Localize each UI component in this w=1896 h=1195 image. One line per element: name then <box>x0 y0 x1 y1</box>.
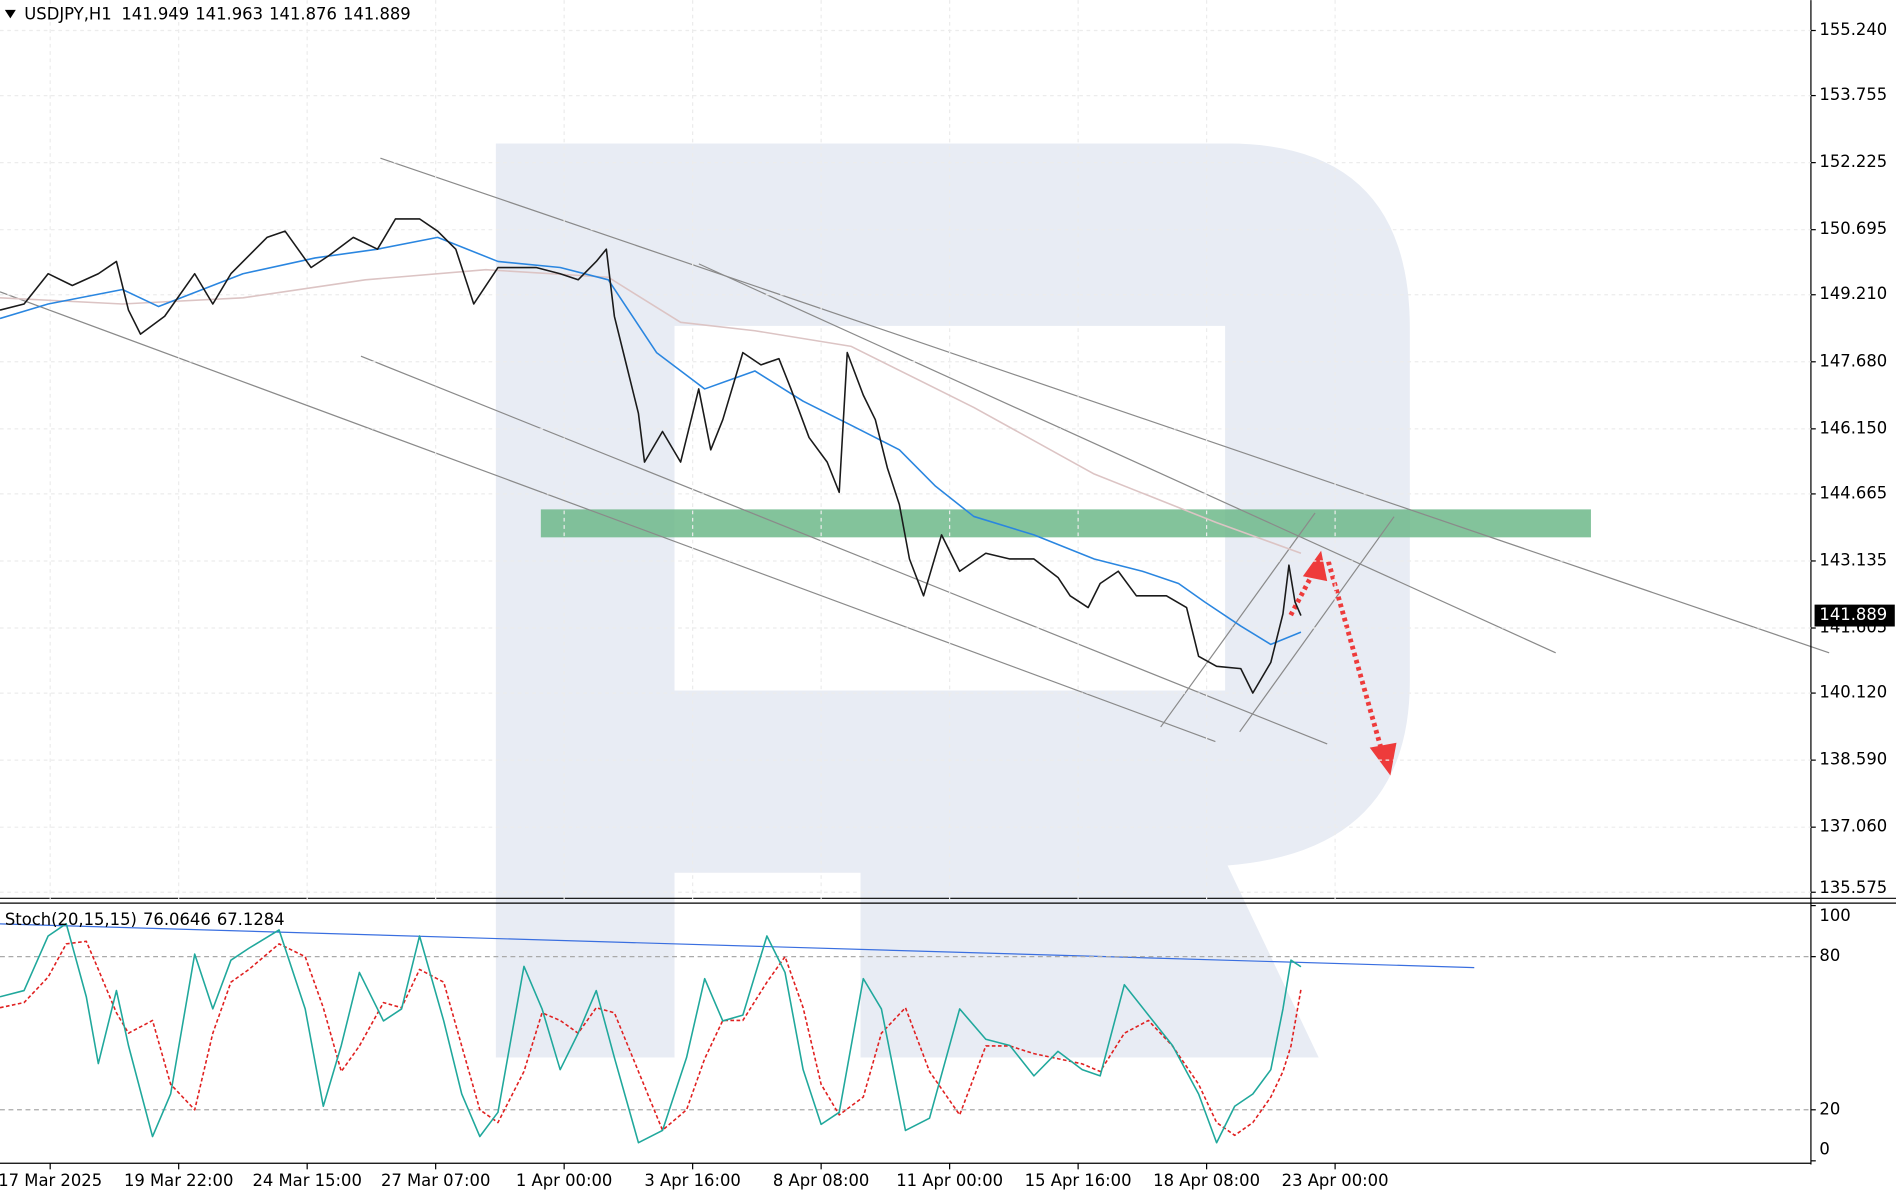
trend-line <box>698 263 1556 654</box>
x-tick-label: 1 Apr 00:00 <box>516 1171 612 1190</box>
x-tick-label: 27 Mar 07:00 <box>381 1171 490 1190</box>
indicator-reading: 67.1284 <box>217 910 285 929</box>
header: USDJPY,H1 141.949 141.963 141.876 141.889 St… <box>4 4 411 929</box>
trend-line <box>1239 516 1395 733</box>
x-tick-label: 24 Mar 15:00 <box>252 1171 361 1190</box>
high: 141.963 <box>195 4 263 23</box>
y-tick-label: 100 <box>1819 906 1850 925</box>
y-tick-label: 143.135 <box>1819 550 1887 569</box>
y-tick-label: 80 <box>1819 946 1840 965</box>
x-tick-label: 8 Apr 08:00 <box>773 1171 869 1190</box>
trend-line <box>380 157 1830 654</box>
forecast-arrows <box>1288 550 1397 776</box>
y-tick-label: 0 <box>1819 1139 1829 1158</box>
y-tick-label: 140.120 <box>1819 683 1887 702</box>
series-line <box>0 940 1302 1137</box>
x-tick-label: 3 Apr 16:00 <box>644 1171 740 1190</box>
trend-line <box>0 291 1216 743</box>
indicator-header: Stoch(20,15,15) 76.0646 67.1284 <box>5 910 285 929</box>
header-text: USDJPY,H1 141.949 141.963 141.876 141.889 <box>24 4 410 23</box>
close: 141.889 <box>343 4 411 23</box>
x-tick-label: 17 Mar 2025 <box>0 1171 102 1190</box>
series-line <box>0 236 1302 646</box>
series-line <box>0 218 1302 694</box>
resistance-zone <box>540 509 1591 538</box>
y-tick-label: 146.150 <box>1819 418 1887 437</box>
x-tick-label: 19 Mar 22:00 <box>124 1171 233 1190</box>
trend-line <box>360 355 1328 745</box>
y-tick-label: 20 <box>1819 1099 1840 1118</box>
y-tick-label: 155.240 <box>1819 20 1887 39</box>
arrow-head <box>1369 742 1397 776</box>
x-tick-label: 11 Apr 00:00 <box>896 1171 1003 1190</box>
indicator-reading: 76.0646 <box>143 910 211 929</box>
x-tick-label: 18 Apr 08:00 <box>1153 1171 1260 1190</box>
price-box <box>1814 604 1895 627</box>
y-tick-label: 135.575 <box>1819 878 1887 897</box>
arrow-up <box>1288 572 1315 617</box>
y-tick-label: 153.755 <box>1819 85 1887 104</box>
y-tick-label: 144.665 <box>1819 483 1887 502</box>
stoch-trend-line <box>0 923 1475 969</box>
x-tick-label: 15 Apr 16:00 <box>1025 1171 1132 1190</box>
y-tick-label: 138.590 <box>1819 750 1887 769</box>
symbol: USDJPY,H1 <box>24 4 111 23</box>
x-tick-label: 23 Apr 00:00 <box>1282 1171 1389 1190</box>
y-tick-label: 150.695 <box>1819 219 1887 238</box>
y-tick-label: 152.225 <box>1819 152 1887 171</box>
series-line <box>0 268 1302 555</box>
dropdown-icon <box>4 9 16 19</box>
trend-lines <box>0 157 1830 745</box>
open: 141.949 <box>121 4 189 23</box>
indicator-name: Stoch(20,15,15) <box>5 910 137 929</box>
y-tick-label: 147.680 <box>1819 351 1887 370</box>
low: 141.876 <box>269 4 337 23</box>
series-line <box>0 922 1302 1144</box>
watermark <box>495 143 1410 1058</box>
y-tick-label: 149.210 <box>1819 284 1887 303</box>
y-tick-label: 137.060 <box>1819 817 1887 836</box>
price-label: 141.889 <box>1819 605 1887 624</box>
arrow-head <box>1302 550 1328 582</box>
